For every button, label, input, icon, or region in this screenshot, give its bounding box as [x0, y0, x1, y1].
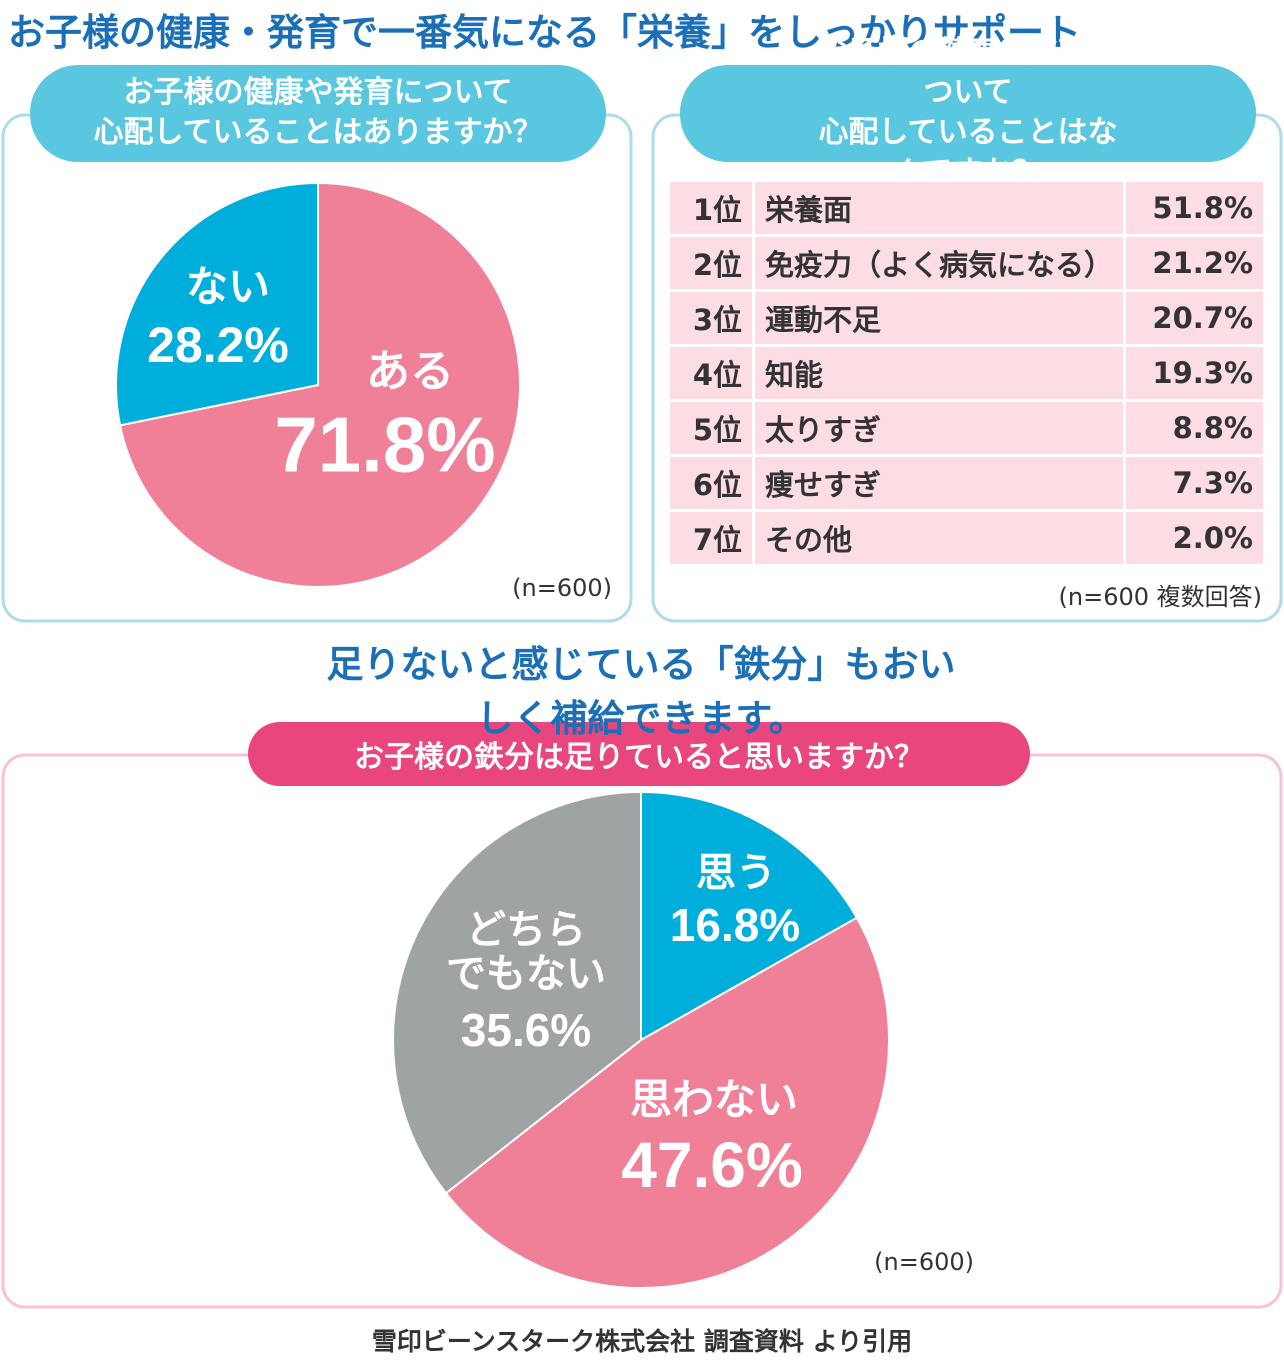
source: 雪印ビーンスターク株式会社 調査資料 より引用 [371, 1327, 913, 1356]
table-cell: 7位 [670, 512, 752, 564]
table-cell: 7.3% [1126, 457, 1263, 509]
table-cell: 6位 [670, 457, 752, 509]
table-cell: 栄養面 [755, 182, 1123, 234]
value-label: 47.6% [621, 1129, 803, 1201]
pie-slice [392, 790, 642, 1195]
page-title: お子様の健康・発育で一番気になる「栄養」をしっかりサポート [8, 11, 1081, 54]
note: (n=600) [874, 1248, 974, 1276]
pie-slice [115, 181, 319, 427]
note: (n=600) [512, 574, 612, 602]
table-cell: 運動不足 [755, 292, 1123, 344]
pie-slice [640, 790, 859, 1042]
table-cell: 1位 [670, 182, 752, 234]
note: (n=600 複数回答) [1058, 583, 1262, 611]
value-label: 16.8% [669, 899, 801, 951]
table-cell: 2位 [670, 237, 752, 289]
value-label: 28.2% [147, 317, 289, 373]
value-label: 35.6% [460, 1004, 592, 1056]
table-cell: 21.2% [1126, 237, 1263, 289]
table-cell: 太りすぎ [755, 402, 1123, 454]
header-pill [30, 65, 606, 162]
pie-slice [444, 916, 890, 1289]
header-pill [248, 722, 1030, 786]
slice-label: どちら でもない [446, 907, 606, 997]
table-cell: 免疫力（よく病気になる） [755, 237, 1123, 289]
table-cell: 4位 [670, 347, 752, 399]
pie-slice [118, 181, 521, 588]
table-cell: その他 [755, 512, 1123, 564]
table-cell: 5位 [670, 402, 752, 454]
chart-title: お子様の鉄分は足りていると思いますか？ [354, 740, 924, 775]
slice-label: 思わない [629, 1074, 799, 1124]
table-cell: 8.8% [1126, 402, 1263, 454]
table-cell: 51.8% [1126, 182, 1263, 234]
table-cell: 20.7% [1126, 292, 1263, 344]
heading: 足りないと感じている「鉄分」もおいしく補給できます。 [326, 643, 956, 740]
slice-label: 思う [696, 850, 776, 896]
value-label: 71.8% [274, 400, 496, 489]
table-cell: 知能 [755, 347, 1123, 399]
table-cell: 2.0% [1126, 512, 1263, 564]
slice-label: ある [366, 345, 454, 397]
table-cell: 19.3% [1126, 347, 1263, 399]
header-pill [680, 65, 1256, 162]
slice-label: ない [185, 261, 271, 311]
table-title: お子様の健康や発育について 心配していることはなんですか？ [818, 35, 1118, 190]
table-cell: 痩せすぎ [755, 457, 1123, 509]
table-cell: 3位 [670, 292, 752, 344]
chart-title: お子様の健康や発育について 心配していることはありますか？ [93, 75, 543, 150]
